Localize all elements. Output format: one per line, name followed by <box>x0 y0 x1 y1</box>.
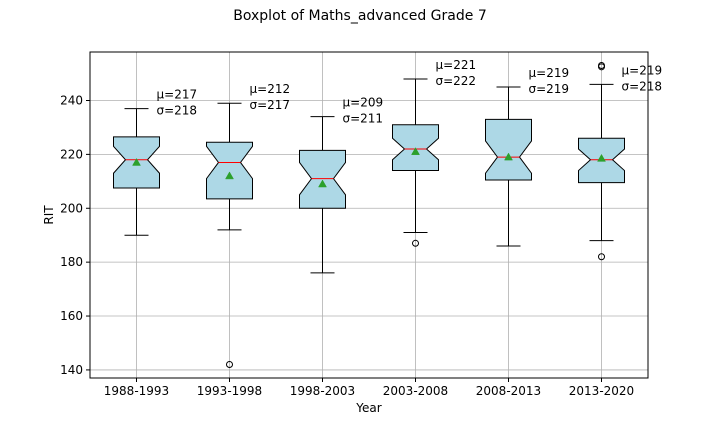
std-annotation: σ=219 <box>529 82 570 96</box>
y-tick-label: 180 <box>60 255 83 269</box>
tick-layer: 140 160 180 200 220 240 1988-1993 1993-1998 1998… <box>60 93 634 398</box>
notched-box <box>485 118 532 181</box>
box-layer <box>113 61 625 369</box>
std-annotation: σ=211 <box>343 112 384 126</box>
notched-box <box>206 141 253 200</box>
mean-marker <box>597 153 606 162</box>
mean-marker <box>225 171 234 180</box>
outlier-point <box>226 361 233 369</box>
chart-title: Boxplot of Maths_advanced Grade 7 <box>233 8 486 24</box>
std-annotation: σ=218 <box>622 79 663 93</box>
mean-annotation: μ=221 <box>436 58 477 72</box>
y-tick-label: 140 <box>60 363 83 377</box>
x-tick-label: 1988-1993 <box>104 384 169 398</box>
x-tick-label: 2008-2013 <box>476 384 541 398</box>
annotation-layer: μ=217 σ=218 μ=212 σ=217 μ=209 σ=211 μ=221 σ=222… <box>157 58 663 126</box>
y-axis-title: RIT <box>42 205 56 225</box>
x-tick-label: 2003-2008 <box>383 384 448 398</box>
mean-annotation: μ=219 <box>622 63 663 77</box>
mean-marker <box>411 147 420 155</box>
y-tick-label: 160 <box>60 309 83 323</box>
x-tick-label: 1998-2003 <box>290 384 355 398</box>
mean-marker <box>318 179 327 188</box>
mean-marker <box>504 152 513 161</box>
x-tick-label: 1993-1998 <box>197 384 262 398</box>
mean-annotation: μ=212 <box>250 82 291 96</box>
outlier-point <box>598 61 605 69</box>
std-annotation: σ=217 <box>250 98 291 112</box>
outlier-point <box>598 253 605 261</box>
y-tick-label: 200 <box>60 201 83 215</box>
mean-annotation: μ=219 <box>529 66 570 80</box>
x-axis-title: Year <box>355 401 381 415</box>
std-annotation: σ=218 <box>157 104 198 118</box>
std-annotation: σ=222 <box>436 74 477 88</box>
x-tick-label: 2013-2020 <box>569 384 634 398</box>
plot-frame <box>89 51 649 379</box>
mean-marker <box>132 157 141 166</box>
outlier-point <box>412 239 419 247</box>
y-tick-label: 220 <box>60 147 83 161</box>
mean-annotation: μ=217 <box>157 88 198 102</box>
notched-box <box>299 149 346 209</box>
y-tick-label: 240 <box>60 93 83 107</box>
mean-annotation: μ=209 <box>343 96 384 110</box>
